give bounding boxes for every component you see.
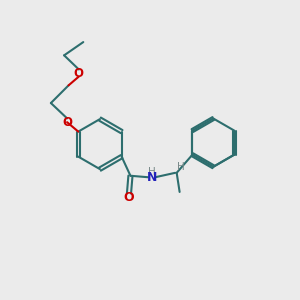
Text: H: H bbox=[148, 167, 155, 177]
Text: H: H bbox=[177, 162, 184, 172]
Text: N: N bbox=[146, 171, 157, 184]
Text: O: O bbox=[62, 116, 72, 129]
Text: O: O bbox=[74, 67, 84, 80]
Text: O: O bbox=[124, 191, 134, 204]
